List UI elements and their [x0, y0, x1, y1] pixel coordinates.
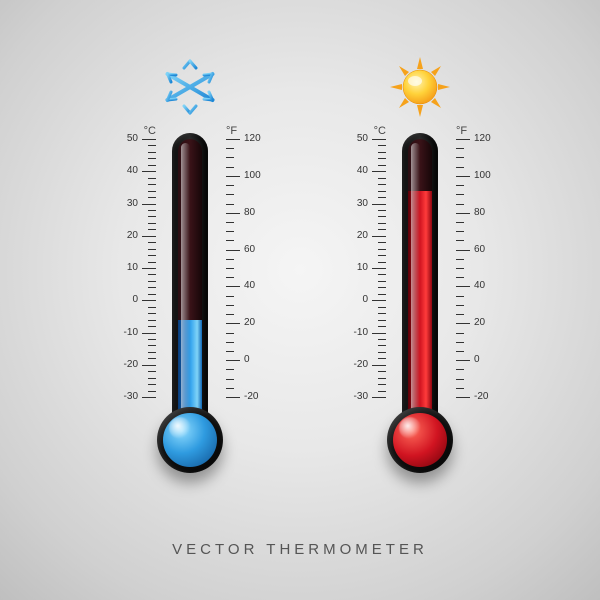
celsius-scale-cold: °C 50403020100-10-20-30	[102, 139, 156, 409]
thermometer-cold: °C 50403020100-10-20-30 °F 1201008060402…	[80, 55, 300, 525]
sun-icon	[388, 55, 452, 119]
tube-cold	[172, 133, 208, 473]
bulb-outer	[157, 407, 223, 473]
fahrenheit-scale-cold: °F 120100806040200-20	[226, 139, 280, 409]
stage: °C 50403020100-10-20-30 °F 1201008060402…	[0, 0, 600, 600]
bulb-outer	[387, 407, 453, 473]
tube-hot	[402, 133, 438, 473]
snowflake-icon	[158, 55, 222, 119]
bulb-shine	[399, 417, 421, 439]
liquid-hot	[408, 191, 432, 423]
tube-dark	[178, 139, 202, 320]
celsius-scale-hot: °C 50403020100-10-20-30	[332, 139, 386, 409]
thermometer-hot: °C 50403020100-10-20-30 °F 1201008060402…	[310, 55, 530, 525]
caption: VECTOR THERMOMETER	[0, 541, 600, 558]
fahrenheit-scale-hot: °F 120100806040200-20	[456, 139, 510, 409]
tube-dark	[408, 139, 432, 191]
bulb-shine	[169, 417, 191, 439]
tube-inner	[178, 139, 202, 423]
tube-inner	[408, 139, 432, 423]
